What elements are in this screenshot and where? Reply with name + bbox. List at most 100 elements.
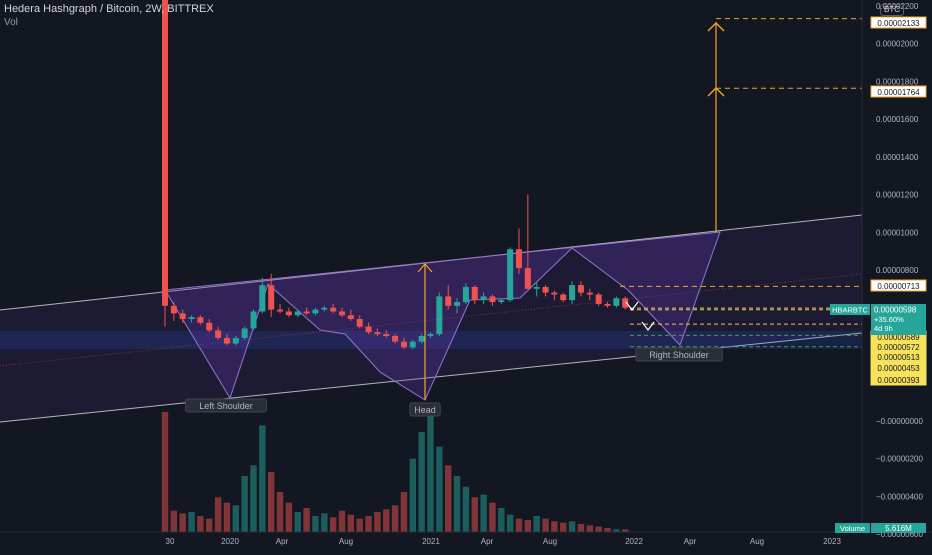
candle[interactable] [232,336,239,346]
candle[interactable] [206,319,213,333]
candle[interactable] [365,322,372,335]
candle-body [241,328,248,338]
candle[interactable] [516,228,522,274]
price-level-label[interactable]: 0.00000393 [870,373,927,386]
candle[interactable] [409,339,416,350]
candle[interactable] [330,303,337,314]
pattern-label-box[interactable] [635,347,723,362]
candle[interactable] [312,307,319,316]
x-tick-label: 2023 [823,537,841,546]
candle[interactable] [445,285,452,310]
candle-body [436,296,443,335]
volume-bar [427,412,434,532]
x-tick-label: Aug [339,537,353,546]
candle-body [162,0,168,306]
volume-bar [409,458,416,532]
candle[interactable] [480,292,487,304]
candle-body [577,285,584,293]
current-price-label[interactable]: HBARBTC 0.00000598+35.60%4d 9h [830,304,926,335]
candle[interactable] [383,330,390,338]
candle[interactable] [569,281,576,304]
candle[interactable] [427,332,434,338]
candle[interactable] [586,288,593,301]
candle[interactable] [321,305,328,312]
price-level-label[interactable]: 0.00001764 [870,85,927,98]
price-level-label[interactable]: 0.00000713 [870,279,927,292]
candle[interactable] [285,307,292,318]
candle-body [277,309,284,312]
candle[interactable] [533,281,540,297]
candle-body [223,337,230,344]
candle[interactable] [303,307,310,316]
candle[interactable] [347,309,354,321]
candle-body [285,311,292,316]
candle[interactable] [170,302,177,321]
candle[interactable] [259,277,266,314]
x-tick-label: Aug [543,537,557,546]
channel-band [0,215,862,422]
candle[interactable] [215,326,222,340]
volume-bar [560,522,567,532]
candle[interactable] [277,303,284,314]
candle[interactable] [551,290,558,301]
head-shoulders-pattern[interactable] [164,231,721,401]
candle[interactable] [188,315,195,323]
candle[interactable] [524,194,531,289]
candle[interactable] [622,296,629,310]
candle[interactable] [595,292,602,306]
candle[interactable] [454,298,461,314]
volume-bar [312,516,319,532]
candle[interactable] [507,247,514,303]
candle[interactable] [356,315,363,329]
volume-bar [436,446,443,532]
candle[interactable] [392,334,399,344]
volume-indicator-label[interactable]: Vol [4,17,18,28]
x-tick-label: Apr [276,537,289,546]
candle[interactable] [250,309,257,331]
candle[interactable] [179,309,186,323]
candle[interactable] [577,281,584,297]
price-level-label[interactable]: 0.00000513 [870,350,927,363]
candle[interactable] [197,315,204,325]
candle[interactable] [400,337,407,350]
candle[interactable] [374,328,381,336]
candle[interactable] [241,326,248,340]
candle[interactable] [489,294,496,306]
price-level-label[interactable]: 0.00000453 [870,361,927,374]
candle-body [400,341,407,348]
candle-body [232,337,239,344]
candle[interactable] [542,285,549,297]
price-level-label[interactable]: 0.00002133 [870,16,927,29]
volume-bar [577,524,585,532]
candle[interactable] [613,296,620,308]
volume-bar [214,497,222,532]
candle[interactable] [418,334,425,344]
x-tick-label: Aug [750,537,764,546]
volume-bar [268,472,275,532]
candle[interactable] [436,292,443,336]
candle[interactable] [223,334,230,346]
candle[interactable] [268,273,275,318]
pattern-label-box[interactable] [185,398,267,413]
candle[interactable] [294,309,301,318]
volume-tag-text: Volume [840,524,865,533]
price-level-label[interactable]: 0.00000572 [870,340,927,353]
volume-axis-label[interactable]: Volume 5.616M [835,523,926,533]
candle[interactable] [339,307,345,318]
candle-body [250,311,257,329]
currency-badge[interactable]: BTC [880,4,904,16]
price-level-value: 0.00002133 [877,19,920,28]
candle[interactable] [462,283,469,304]
candle[interactable] [162,0,168,327]
candle[interactable] [604,302,611,308]
volume-bar [515,518,523,532]
candle-body [294,311,301,316]
candle[interactable] [560,292,567,303]
candle[interactable] [498,298,505,304]
price-level-value: 0.00000589 [877,333,920,342]
pattern-label-box[interactable] [409,402,441,417]
candle[interactable] [471,285,478,304]
y-tick-label: 0.00000800 [876,266,919,275]
